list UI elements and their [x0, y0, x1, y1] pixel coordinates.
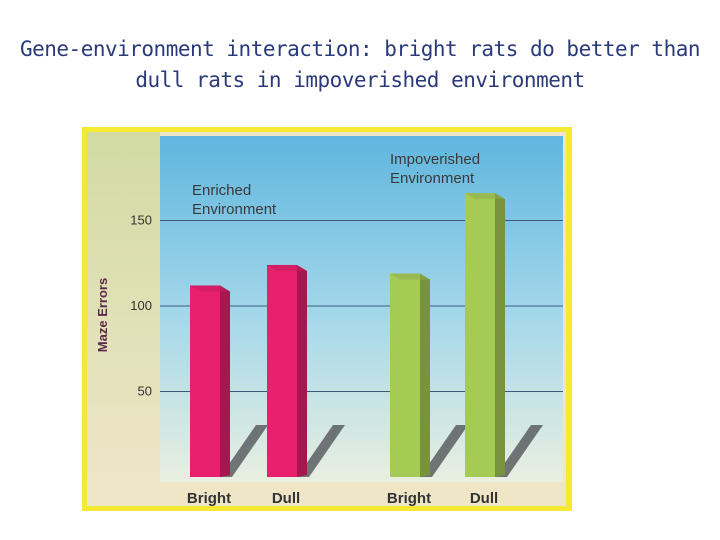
bar-side-2 — [297, 264, 307, 477]
y-axis-title: Maze Errors — [95, 278, 110, 352]
category-strip — [87, 482, 566, 506]
bar-side-1 — [220, 285, 230, 477]
bar-shadow-1 — [220, 425, 268, 477]
x-category-label-2: Dull — [272, 490, 300, 507]
bar-shadow-4 — [495, 425, 543, 477]
bar-top-1 — [190, 285, 230, 292]
axis-panel — [87, 132, 160, 482]
group-label-2-line-1: Impoverished — [390, 151, 480, 168]
x-category-label-3: Bright — [387, 490, 431, 507]
bar-1 — [190, 285, 220, 477]
maze-errors-chart: 50 100 150 Maze Errors Bright Dull Bright Dull E… — [82, 127, 572, 511]
bar-3 — [390, 273, 420, 477]
y-tick-label-100: 100 — [130, 298, 152, 313]
bar-4 — [465, 193, 495, 477]
group-label-2-line-2: Environment — [390, 170, 475, 187]
bar-side-4 — [495, 193, 505, 477]
maze-errors-figure: 50 100 150 Maze Errors Bright Dull Bright Dull E… — [82, 127, 572, 511]
y-tick-label-150: 150 — [130, 213, 152, 228]
bar-top-4 — [465, 193, 505, 200]
x-category-label-1: Bright — [187, 490, 231, 507]
slide-title-line-1: Gene-environment interaction: bright rat… — [19, 37, 701, 61]
bar-2 — [267, 264, 297, 477]
slide-title-line-2: dull rats in impoverished environment — [135, 68, 585, 92]
bar-shadow-2 — [297, 425, 345, 477]
bar-side-3 — [420, 273, 430, 477]
group-label-1-line-2: Environment — [192, 201, 277, 218]
x-category-label-4: Dull — [470, 490, 498, 507]
bar-top-3 — [390, 273, 430, 280]
y-tick-label-50: 50 — [138, 384, 152, 399]
bar-top-2 — [267, 264, 307, 271]
slide-title: Gene-environment interaction: bright rat… — [8, 34, 712, 96]
bar-shadow-3 — [420, 425, 468, 477]
group-label-1-line-1: Enriched — [192, 182, 251, 199]
